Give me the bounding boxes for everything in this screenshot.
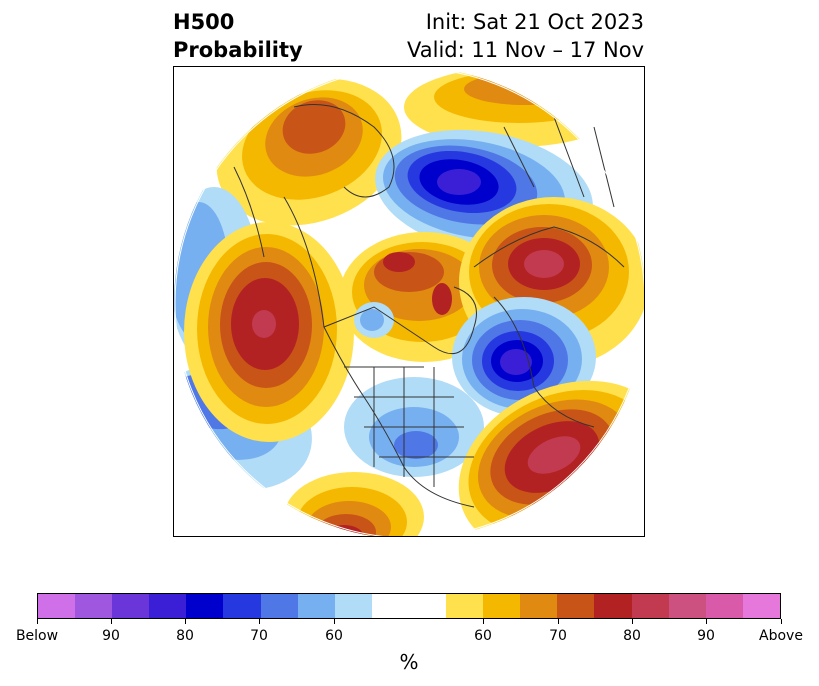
colorbar-segment — [260, 594, 298, 618]
colorbar-segment — [38, 594, 76, 618]
colorbar-segment — [557, 594, 595, 618]
colorbar-tick — [558, 619, 559, 624]
colorbar-tick — [632, 619, 633, 624]
title-probability: Probability — [173, 38, 303, 62]
warm-anomaly-east-pacific — [184, 222, 354, 442]
colorbar-segment — [223, 594, 261, 618]
colorbar-segment — [112, 594, 150, 618]
colorbar-segment — [75, 594, 113, 618]
colorbar-tick-label: Below — [15, 628, 59, 644]
colorbar-segment — [668, 594, 706, 618]
warm-anomaly-gulf — [284, 472, 424, 536]
colorbar-tick — [706, 619, 707, 624]
colorbar-segment — [371, 594, 409, 618]
colorbar-tick-label: 90 — [102, 628, 120, 644]
colorbar-tick-label: 80 — [623, 628, 641, 644]
colorbar-tick-label: 60 — [325, 628, 343, 644]
colorbar-tick — [37, 619, 38, 624]
colorbar-tick — [259, 619, 260, 624]
colorbar-tick — [334, 619, 335, 624]
colorbar-segment — [631, 594, 669, 618]
colorbar-segment — [520, 594, 558, 618]
colorbar-segment — [186, 594, 224, 618]
colorbar-tick — [185, 619, 186, 624]
colorbar-segment — [334, 594, 372, 618]
colorbar-tick — [483, 619, 484, 624]
colorbar-tick-label: 90 — [697, 628, 715, 644]
colorbar-segment — [408, 594, 447, 618]
polar-map — [173, 66, 645, 537]
colorbar-tick-label: 60 — [474, 628, 492, 644]
map-boundary — [174, 67, 644, 536]
forecast-dates: Init: Sat 21 Oct 2023 Valid: 11 Nov – 17… — [407, 8, 644, 64]
plot-title: H500 Probability — [173, 8, 303, 64]
valid-date: Valid: 11 Nov – 17 Nov — [407, 38, 644, 62]
colorbar-segment — [742, 594, 780, 618]
colorbar-tick-label: 70 — [549, 628, 567, 644]
probability-field — [174, 67, 644, 536]
colorbar-segment — [483, 594, 521, 618]
colorbar-segment — [297, 594, 335, 618]
coastlines — [233, 104, 625, 508]
colorbar-segment — [149, 594, 187, 618]
colorbar-tick-label: 80 — [176, 628, 194, 644]
colorbar-unit: % — [399, 650, 419, 674]
colorbar-segment — [594, 594, 632, 618]
init-date: Init: Sat 21 Oct 2023 — [425, 10, 644, 34]
title-variable: H500 — [173, 10, 235, 34]
colorbar-segment — [446, 594, 484, 618]
colorbar-segment — [705, 594, 743, 618]
colorbar-tick — [111, 619, 112, 624]
colorbar-tick — [781, 619, 782, 624]
colorbar-tick-label: 70 — [250, 628, 268, 644]
colorbar-tick-label: Above — [759, 628, 803, 644]
probability-map-svg — [174, 67, 644, 536]
colorbar — [37, 593, 781, 619]
